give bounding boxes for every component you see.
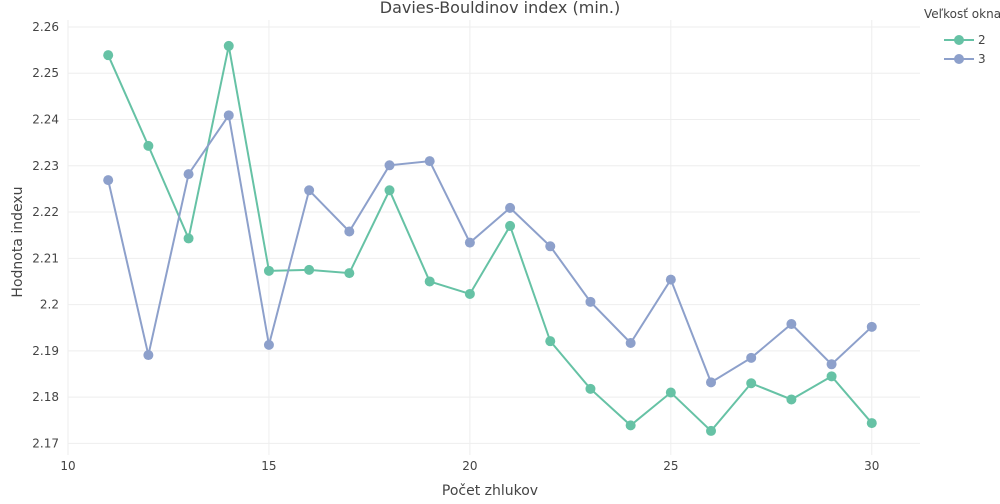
data-point[interactable] — [505, 202, 516, 213]
data-point[interactable] — [384, 185, 395, 196]
chart-title: Davies-Bouldinov index (min.) — [380, 0, 620, 17]
data-point[interactable] — [304, 185, 315, 196]
data-point[interactable] — [786, 319, 797, 330]
y-tick-label: 2.18 — [32, 390, 59, 404]
data-point[interactable] — [103, 50, 114, 61]
y-tick-label: 2.25 — [32, 66, 59, 80]
y-tick-label: 2.26 — [32, 20, 59, 34]
series-3 — [103, 110, 877, 388]
data-point[interactable] — [625, 338, 636, 349]
y-tick-label: 2.22 — [32, 205, 59, 219]
data-point[interactable] — [786, 394, 797, 405]
data-point[interactable] — [103, 175, 114, 186]
x-tick-label: 25 — [663, 459, 678, 473]
data-point[interactable] — [143, 140, 154, 151]
x-tick-label: 10 — [60, 459, 75, 473]
y-axis-title: Hodnota indexu — [10, 186, 26, 297]
data-point[interactable] — [304, 264, 315, 275]
data-point[interactable] — [263, 265, 274, 276]
data-point[interactable] — [344, 226, 355, 237]
data-point[interactable] — [143, 350, 154, 361]
y-tick-label: 2.24 — [32, 112, 59, 126]
legend[interactable]: Veľkosť okna 23 — [924, 7, 1000, 66]
x-tick-label: 20 — [462, 459, 477, 473]
x-axis-title: Počet zhlukov — [442, 483, 538, 499]
y-tick-label: 2.2 — [40, 298, 59, 312]
series-line — [107, 45, 873, 433]
plot-area — [103, 40, 877, 436]
data-point[interactable] — [746, 352, 757, 363]
data-point[interactable] — [183, 169, 194, 180]
axes: 10 15 20 25 30 2.17 2.18 2.19 2.2 2.21 2.22 2.23 2.2… — [32, 20, 879, 473]
data-point[interactable] — [746, 378, 757, 389]
data-point[interactable] — [505, 220, 516, 231]
data-point[interactable] — [585, 296, 596, 307]
data-point[interactable] — [223, 110, 234, 121]
data-point[interactable] — [223, 40, 234, 51]
y-tick-label: 2.19 — [32, 344, 59, 358]
data-point[interactable] — [545, 336, 556, 347]
data-point[interactable] — [866, 418, 877, 429]
data-point[interactable] — [826, 359, 837, 370]
data-point[interactable] — [183, 233, 194, 244]
data-point[interactable] — [464, 288, 475, 299]
data-point[interactable] — [585, 383, 596, 394]
legend-items: 23 — [944, 33, 986, 66]
data-point[interactable] — [706, 425, 717, 436]
data-point[interactable] — [464, 237, 475, 248]
series-line — [107, 112, 873, 384]
data-point[interactable] — [384, 160, 395, 171]
legend-marker — [954, 54, 964, 64]
legend-item-3[interactable]: 3 — [944, 52, 986, 66]
y-tick-label: 2.23 — [32, 159, 59, 173]
series-2 — [103, 40, 877, 436]
data-point[interactable] — [424, 156, 435, 167]
legend-title: Veľkosť okna — [924, 7, 1000, 21]
data-point[interactable] — [866, 321, 877, 332]
legend-label: 3 — [978, 52, 986, 66]
data-point[interactable] — [424, 276, 435, 287]
x-tick-label: 15 — [261, 459, 276, 473]
legend-label: 2 — [978, 33, 986, 47]
data-point[interactable] — [665, 387, 676, 398]
data-point[interactable] — [625, 420, 636, 431]
legend-item-2[interactable]: 2 — [944, 33, 986, 47]
data-point[interactable] — [706, 377, 717, 388]
data-point[interactable] — [665, 274, 676, 285]
data-point[interactable] — [826, 371, 837, 382]
data-point[interactable] — [263, 339, 274, 350]
y-tick-label: 2.21 — [32, 251, 59, 265]
grid — [67, 20, 920, 455]
data-point[interactable] — [344, 268, 355, 279]
x-tick-label: 30 — [864, 459, 879, 473]
data-point[interactable] — [545, 241, 556, 252]
legend-marker — [954, 35, 964, 45]
y-tick-label: 2.17 — [32, 436, 59, 450]
